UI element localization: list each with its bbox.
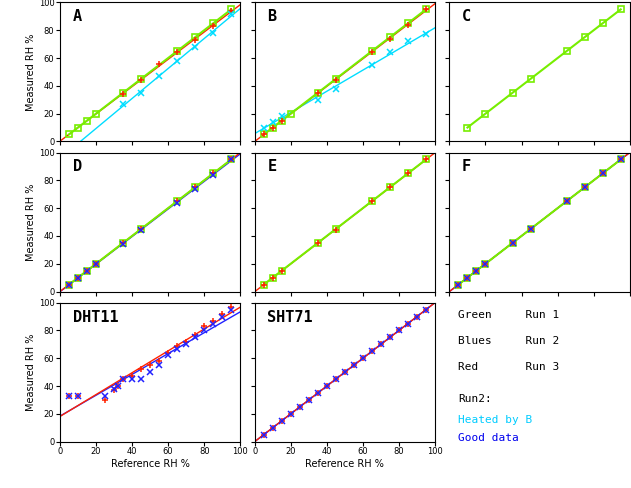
X-axis label: Reference RH %: Reference RH % (305, 459, 384, 469)
Text: B: B (268, 9, 276, 24)
Text: SHT71: SHT71 (268, 309, 313, 325)
Text: DHT11: DHT11 (73, 309, 118, 325)
Text: E: E (268, 160, 276, 175)
Text: C: C (462, 9, 471, 24)
Text: Heated by B: Heated by B (459, 415, 533, 425)
Text: Run2:: Run2: (459, 394, 492, 405)
X-axis label: Reference RH %: Reference RH % (110, 459, 189, 469)
Y-axis label: Measured RH %: Measured RH % (26, 183, 36, 261)
Text: Good data: Good data (459, 433, 519, 443)
Text: Red       Run 3: Red Run 3 (459, 363, 560, 372)
Text: D: D (73, 160, 81, 175)
Y-axis label: Measured RH %: Measured RH % (26, 333, 36, 411)
Text: Green     Run 1: Green Run 1 (459, 309, 560, 320)
Text: Blues     Run 2: Blues Run 2 (459, 336, 560, 346)
Text: A: A (73, 9, 81, 24)
Text: F: F (462, 160, 471, 175)
Y-axis label: Measured RH %: Measured RH % (26, 33, 36, 111)
